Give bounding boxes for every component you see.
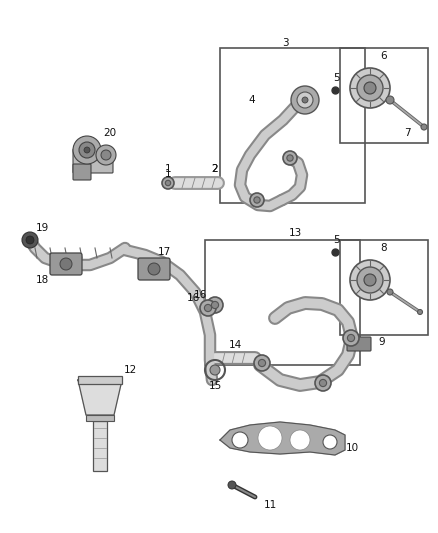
Circle shape: [386, 96, 394, 104]
Text: 4: 4: [249, 95, 255, 105]
Circle shape: [258, 359, 265, 367]
Circle shape: [302, 97, 308, 103]
Bar: [205, 240, 360, 365]
Circle shape: [207, 297, 223, 313]
Circle shape: [357, 267, 383, 293]
Circle shape: [165, 180, 171, 185]
Text: 9: 9: [379, 337, 385, 347]
Circle shape: [250, 193, 264, 207]
Text: 16: 16: [193, 290, 207, 300]
FancyBboxPatch shape: [347, 337, 371, 351]
Circle shape: [350, 260, 390, 300]
Circle shape: [200, 300, 216, 316]
Circle shape: [60, 258, 72, 270]
Bar: [340, 48, 428, 143]
Text: 13: 13: [288, 228, 302, 238]
Text: 6: 6: [381, 51, 387, 61]
Circle shape: [421, 124, 427, 130]
FancyBboxPatch shape: [50, 253, 82, 275]
Circle shape: [364, 274, 376, 286]
Text: 14: 14: [228, 340, 242, 350]
Circle shape: [364, 82, 376, 94]
Circle shape: [319, 379, 327, 386]
Text: 11: 11: [263, 500, 277, 510]
Circle shape: [290, 430, 310, 450]
Text: 1: 1: [165, 164, 171, 174]
Circle shape: [291, 86, 319, 114]
Circle shape: [357, 75, 383, 101]
Text: 3: 3: [282, 38, 288, 48]
Text: 5: 5: [334, 235, 340, 245]
FancyBboxPatch shape: [86, 415, 114, 421]
Circle shape: [258, 426, 282, 450]
Bar: [220, 48, 365, 203]
Circle shape: [350, 68, 390, 108]
Circle shape: [79, 142, 95, 158]
Text: 20: 20: [103, 128, 117, 138]
Circle shape: [148, 263, 160, 275]
Circle shape: [254, 355, 270, 371]
Circle shape: [297, 92, 313, 108]
Text: 1: 1: [165, 169, 171, 179]
Text: 10: 10: [346, 443, 359, 453]
Text: 2: 2: [212, 164, 218, 174]
Text: 19: 19: [35, 223, 49, 233]
Circle shape: [210, 365, 220, 375]
Circle shape: [343, 330, 359, 346]
Text: 7: 7: [404, 128, 410, 138]
FancyBboxPatch shape: [78, 376, 122, 384]
Circle shape: [84, 147, 90, 153]
Circle shape: [315, 375, 331, 391]
Circle shape: [212, 301, 219, 309]
Polygon shape: [220, 422, 345, 455]
Circle shape: [323, 435, 337, 449]
FancyBboxPatch shape: [93, 421, 107, 471]
Circle shape: [73, 136, 101, 164]
Circle shape: [228, 481, 236, 489]
Circle shape: [26, 236, 34, 244]
Text: 18: 18: [35, 275, 49, 285]
Text: 15: 15: [208, 381, 222, 391]
Circle shape: [205, 304, 212, 312]
Circle shape: [101, 150, 111, 160]
Circle shape: [254, 197, 260, 203]
Circle shape: [417, 310, 423, 314]
Circle shape: [287, 155, 293, 161]
Text: 5: 5: [334, 73, 340, 83]
Circle shape: [283, 151, 297, 165]
Circle shape: [347, 334, 355, 342]
Text: 2: 2: [212, 164, 218, 174]
Circle shape: [387, 289, 393, 295]
Circle shape: [232, 432, 248, 448]
Text: 17: 17: [157, 247, 171, 257]
FancyBboxPatch shape: [73, 164, 91, 180]
Text: 16: 16: [187, 293, 200, 303]
Circle shape: [162, 177, 174, 189]
Text: 8: 8: [381, 243, 387, 253]
Circle shape: [96, 145, 116, 165]
FancyBboxPatch shape: [73, 149, 113, 173]
Polygon shape: [78, 380, 122, 415]
Circle shape: [22, 232, 38, 248]
Text: 12: 12: [124, 365, 137, 375]
Bar: [340, 240, 428, 335]
FancyBboxPatch shape: [138, 258, 170, 280]
